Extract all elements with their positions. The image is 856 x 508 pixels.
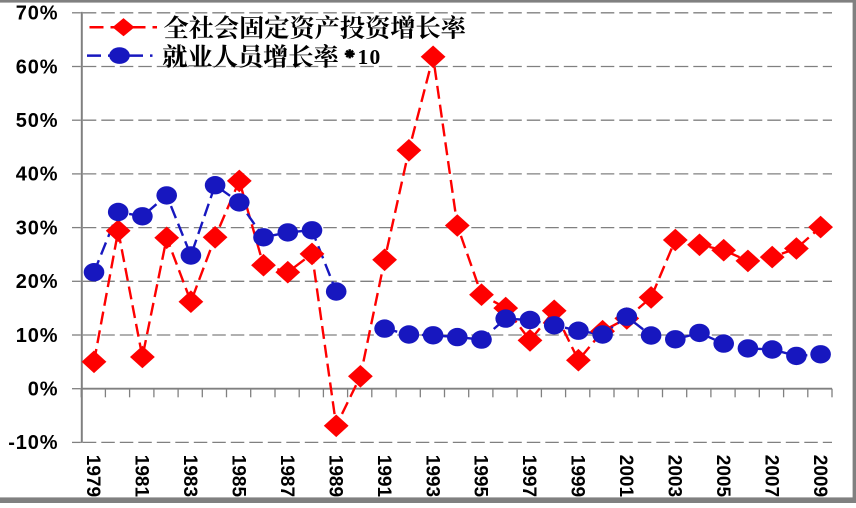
svg-text:1999: 1999 <box>567 455 588 497</box>
svg-text:2007: 2007 <box>760 455 781 497</box>
svg-text:70%: 70% <box>16 3 59 25</box>
svg-text:40%: 40% <box>16 164 59 186</box>
svg-text:30%: 30% <box>16 217 59 239</box>
svg-text:2001: 2001 <box>615 455 636 498</box>
svg-text:1991: 1991 <box>373 455 394 498</box>
svg-text:1979: 1979 <box>82 455 103 497</box>
svg-text:1981: 1981 <box>131 455 152 498</box>
svg-text:1997: 1997 <box>518 455 539 497</box>
svg-text:1985: 1985 <box>228 455 249 498</box>
svg-text:2005: 2005 <box>712 455 733 498</box>
svg-text:2009: 2009 <box>809 455 830 497</box>
svg-text:0%: 0% <box>28 379 59 401</box>
svg-text:10: 10 <box>358 45 382 69</box>
svg-text:1983: 1983 <box>179 455 200 497</box>
svg-text:1995: 1995 <box>470 455 491 498</box>
svg-text:1987: 1987 <box>276 455 297 497</box>
svg-text:-10%: -10% <box>8 432 58 454</box>
svg-text:2003: 2003 <box>664 455 685 497</box>
svg-text:1989: 1989 <box>324 455 345 497</box>
svg-text:60%: 60% <box>16 56 59 78</box>
svg-text:20%: 20% <box>16 271 59 293</box>
svg-text:50%: 50% <box>16 110 59 132</box>
svg-text:1993: 1993 <box>421 455 442 497</box>
svg-text:10%: 10% <box>16 325 59 347</box>
